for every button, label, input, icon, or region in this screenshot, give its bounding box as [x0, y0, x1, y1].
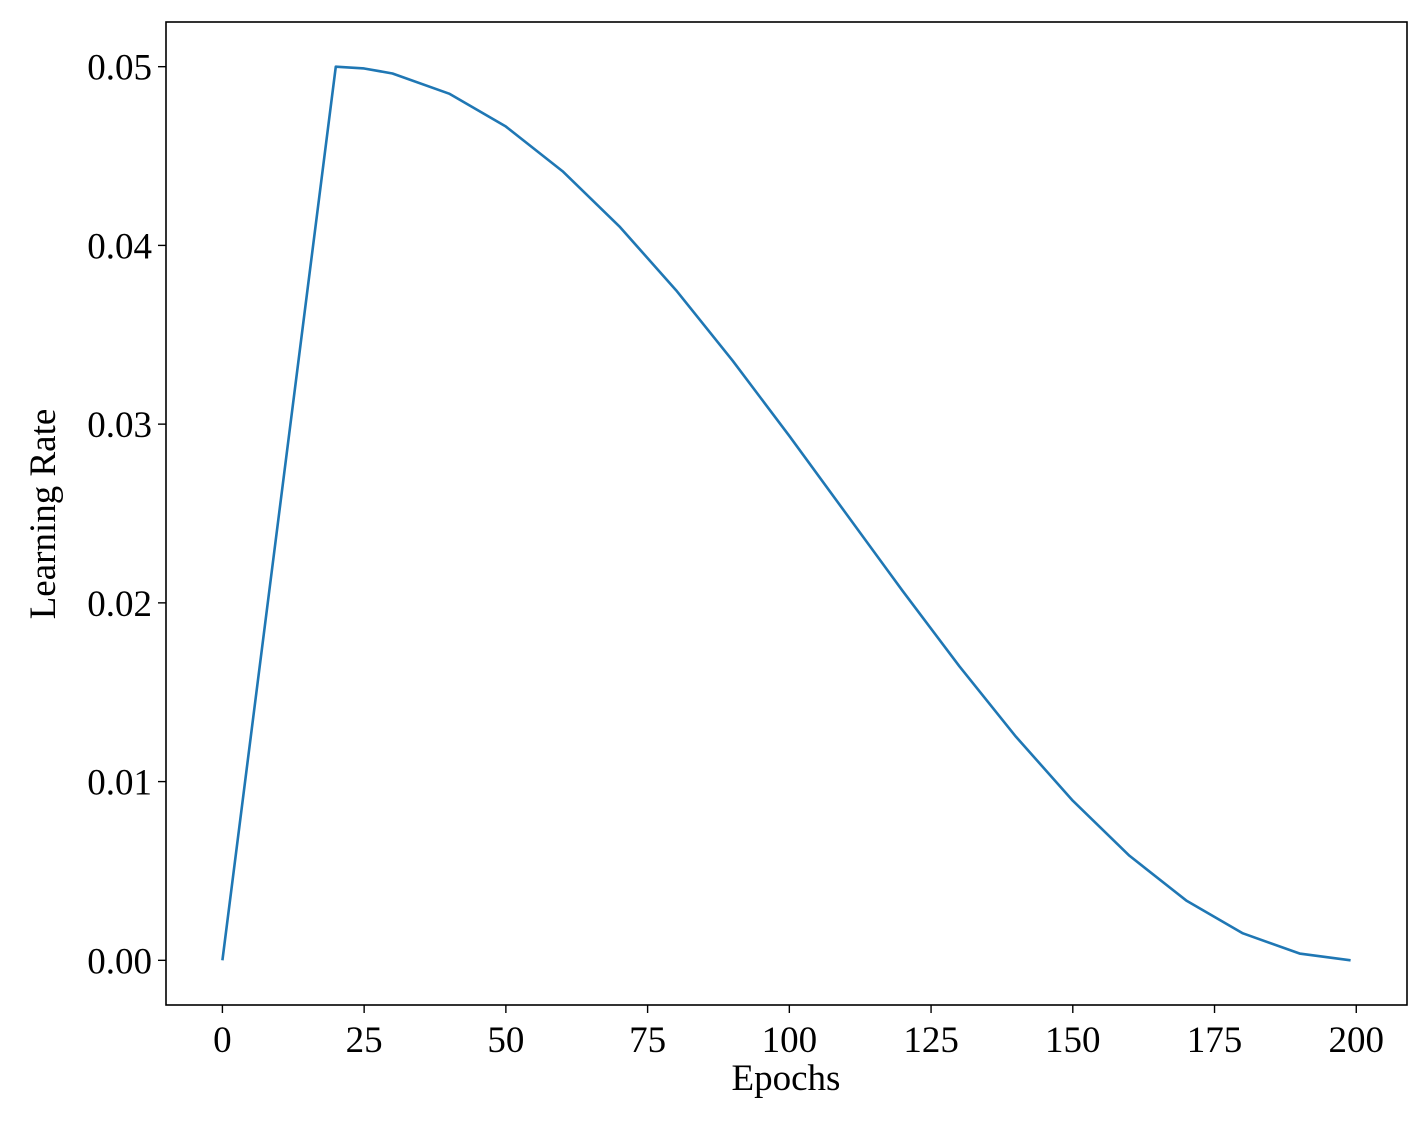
line [221, 65, 1351, 962]
x-tick-label: 75 [629, 1020, 666, 1061]
x-tick-label: 0 [213, 1020, 232, 1061]
y-tick-label: 0.04 [87, 226, 152, 267]
y-tick-label: 0.02 [87, 584, 152, 625]
y-axis-label: Learning Rate [23, 409, 64, 620]
x-tick-label: 200 [1329, 1020, 1385, 1061]
y-tick-label: 0.01 [87, 763, 152, 804]
x-tick-label: 50 [487, 1020, 524, 1061]
x-tick-label: 125 [903, 1020, 959, 1061]
y-tick-label: 0.05 [87, 48, 152, 89]
y-tick-label: 0.03 [87, 405, 152, 446]
x-tick-label: 25 [346, 1020, 383, 1061]
x-axis-label: Epochs [732, 1058, 841, 1099]
y-tick-label: 0.00 [87, 941, 152, 982]
x-tick-label: 150 [1045, 1020, 1101, 1061]
x-tick-label: 100 [762, 1020, 818, 1061]
plot-frame [165, 21, 1408, 1006]
x-tick-label: 175 [1187, 1020, 1243, 1061]
